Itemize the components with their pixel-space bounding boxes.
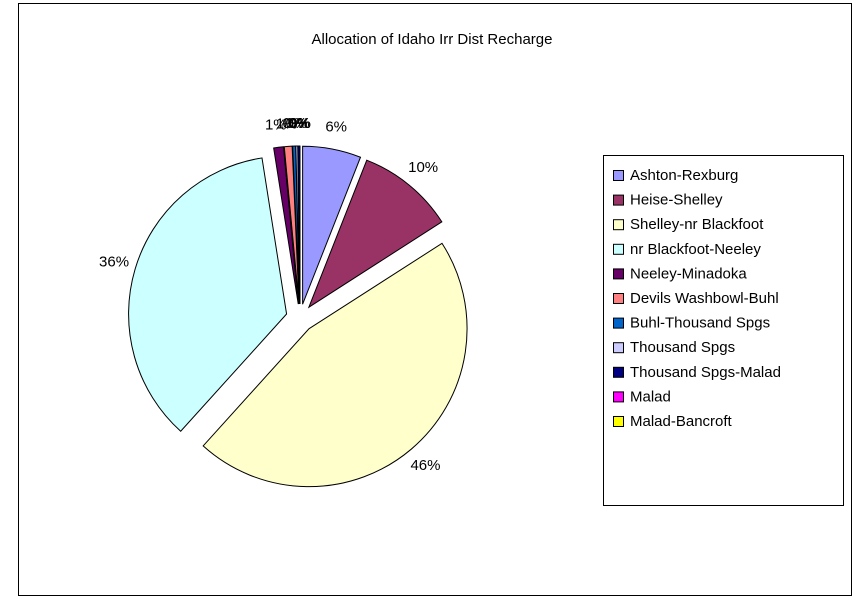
legend-swatch [613,194,624,206]
legend-label: Thousand Spgs [630,339,735,356]
legend-label: Shelley-nr Blackfoot [630,216,764,233]
legend-label: Ashton-Rexburg [630,167,738,184]
data-label: 0% [282,115,304,132]
legend-label: Buhl-Thousand Spgs [630,315,770,332]
legend-swatch [613,268,624,280]
legend-swatch [613,219,624,231]
legend-swatch [613,342,624,354]
data-label: 1% [276,115,298,132]
pie-slice [307,159,443,309]
chart-title: Allocation of Idaho Irr Dist Recharge [312,31,553,48]
legend-swatch [613,317,624,329]
legend-swatch [613,366,624,378]
data-label: 0% [289,115,311,132]
legend-label: Thousand Spgs-Malad [630,364,781,381]
data-label: 6% [325,118,347,135]
legend-label: Devils Washbowl-Buhl [630,290,779,307]
pie-slice [273,146,299,305]
legend-label: Malad-Bancroft [630,413,733,430]
pie-slice [128,157,288,432]
legend-box [603,155,844,506]
data-label: 36% [99,254,129,271]
data-label: 46% [410,457,440,474]
data-label: 1% [265,116,287,133]
legend-swatch [613,170,624,181]
pie-slice [302,145,362,305]
legend-label: Malad [630,388,671,405]
legend-swatch [613,293,624,304]
data-label: 10% [408,159,438,176]
legend-swatch [613,416,624,427]
pie-slice [202,242,468,488]
legend-label: Neeley-Minadoka [630,265,747,282]
legend-swatch [613,391,624,403]
legend-swatch [613,243,624,255]
data-label: 0% [289,115,311,132]
data-label: 0% [288,115,310,132]
legend-label: nr Blackfoot-Neeley [630,241,761,258]
legend-label: Heise-Shelley [630,192,723,209]
data-label: 0% [286,115,308,132]
